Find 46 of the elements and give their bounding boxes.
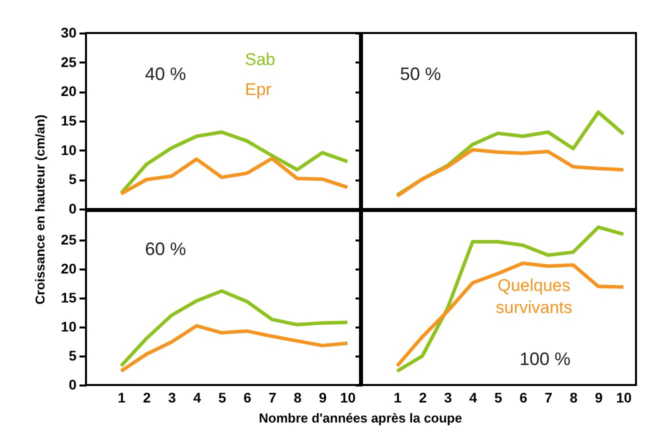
y-tick-label: 15 <box>60 112 77 128</box>
annotation: 60 % <box>145 239 186 259</box>
y-tick-label: 25 <box>60 232 77 248</box>
y-axis-title: Croissance en hauteur (cm/an) <box>32 114 48 304</box>
x-tick-label: 5 <box>218 390 226 406</box>
x-tick-label: 9 <box>594 390 603 406</box>
text: Epr <box>245 80 272 99</box>
line-series <box>119 324 350 373</box>
x-tick-label: 2 <box>418 390 427 406</box>
x-tick-label: 1 <box>118 390 126 406</box>
y-tick-label: 0 <box>68 376 77 392</box>
y-tick-label: 5 <box>68 348 77 364</box>
line-series <box>119 130 350 195</box>
y-tick-label: 30 <box>60 24 77 40</box>
x-tick-label: 8 <box>570 390 578 406</box>
line-series <box>119 289 350 368</box>
y-tick-label: 25 <box>60 54 77 70</box>
x-tick-label: 3 <box>168 390 176 406</box>
x-tick-label: 10 <box>616 390 632 406</box>
x-tick-label: 4 <box>193 390 202 406</box>
x-tick-label: 5 <box>494 390 502 406</box>
y-tick-label: 10 <box>60 142 77 158</box>
x-tick-label: 2 <box>142 390 151 406</box>
y-tick-label: 20 <box>60 260 77 276</box>
x-tick-label: 7 <box>268 390 277 406</box>
y-tick-label: 20 <box>60 83 77 100</box>
text: Sab <box>245 50 276 69</box>
annotation: 50 % <box>400 64 442 84</box>
x-tick-label: 8 <box>294 390 302 406</box>
y-tick-label: 0 <box>68 200 77 216</box>
y-tick-label: 15 <box>60 290 77 306</box>
x-tick-label: 10 <box>340 390 356 406</box>
line-series <box>119 156 350 196</box>
y-tick-label: 10 <box>60 318 77 334</box>
x-tick-label: 9 <box>318 390 327 406</box>
x-tick-label: 4 <box>469 390 478 406</box>
x-tick-label: 6 <box>519 390 528 406</box>
x-axis-title: Nombre d'années après la coupe <box>258 410 462 426</box>
y-tick-label: 5 <box>68 171 77 188</box>
x-tick-label: 1 <box>394 390 402 406</box>
x-tick-label: 7 <box>544 390 553 406</box>
annotation: 40 % <box>145 64 186 84</box>
annotation: 100 % <box>519 349 571 369</box>
annotation: Quelques survivants <box>496 276 572 317</box>
x-tick-label: 3 <box>444 390 452 406</box>
x-tick-label: 6 <box>243 390 252 406</box>
